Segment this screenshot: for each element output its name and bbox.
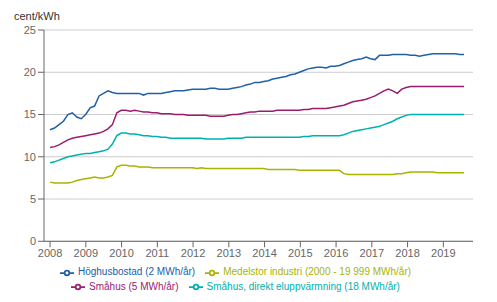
svg-text:2009: 2009 [74, 247, 98, 259]
html-text:Höghusbostad (2 MWh/år): Höghusbostad (2 MWh/år) [77, 266, 196, 278]
svg-text:15: 15 [24, 108, 36, 120]
svg-text:2014: 2014 [252, 247, 276, 259]
svg-text:2012: 2012 [181, 247, 205, 259]
svg-text:10: 10 [24, 151, 36, 163]
svg-text:25: 25 [24, 24, 36, 36]
svg-text:2016: 2016 [324, 247, 348, 259]
svg-text:0: 0 [30, 235, 36, 247]
svg-text:2011: 2011 [145, 247, 169, 259]
svg-text:2017: 2017 [360, 247, 384, 259]
html-text:Småhus, direkt eluppvärmning (: Småhus, direkt eluppvärmning (18 MWh/år) [206, 280, 400, 292]
svg-text:5: 5 [30, 193, 36, 205]
svg-text:2010: 2010 [109, 247, 133, 259]
svg-text:2015: 2015 [288, 247, 312, 259]
html-text:Småhus (5 MWh/år): Småhus (5 MWh/år) [89, 280, 179, 292]
svg-text:20: 20 [24, 66, 36, 78]
html-text:cent/kWh: cent/kWh [14, 10, 60, 22]
svg-text:2018: 2018 [395, 247, 419, 259]
svg-text:2008: 2008 [38, 247, 62, 259]
html-text:Medelstor industri (2000 - 19: Medelstor industri (2000 - 19 999 MWh/år… [223, 266, 412, 278]
svg-text:2013: 2013 [217, 247, 241, 259]
svg-text:2019: 2019 [431, 247, 455, 259]
